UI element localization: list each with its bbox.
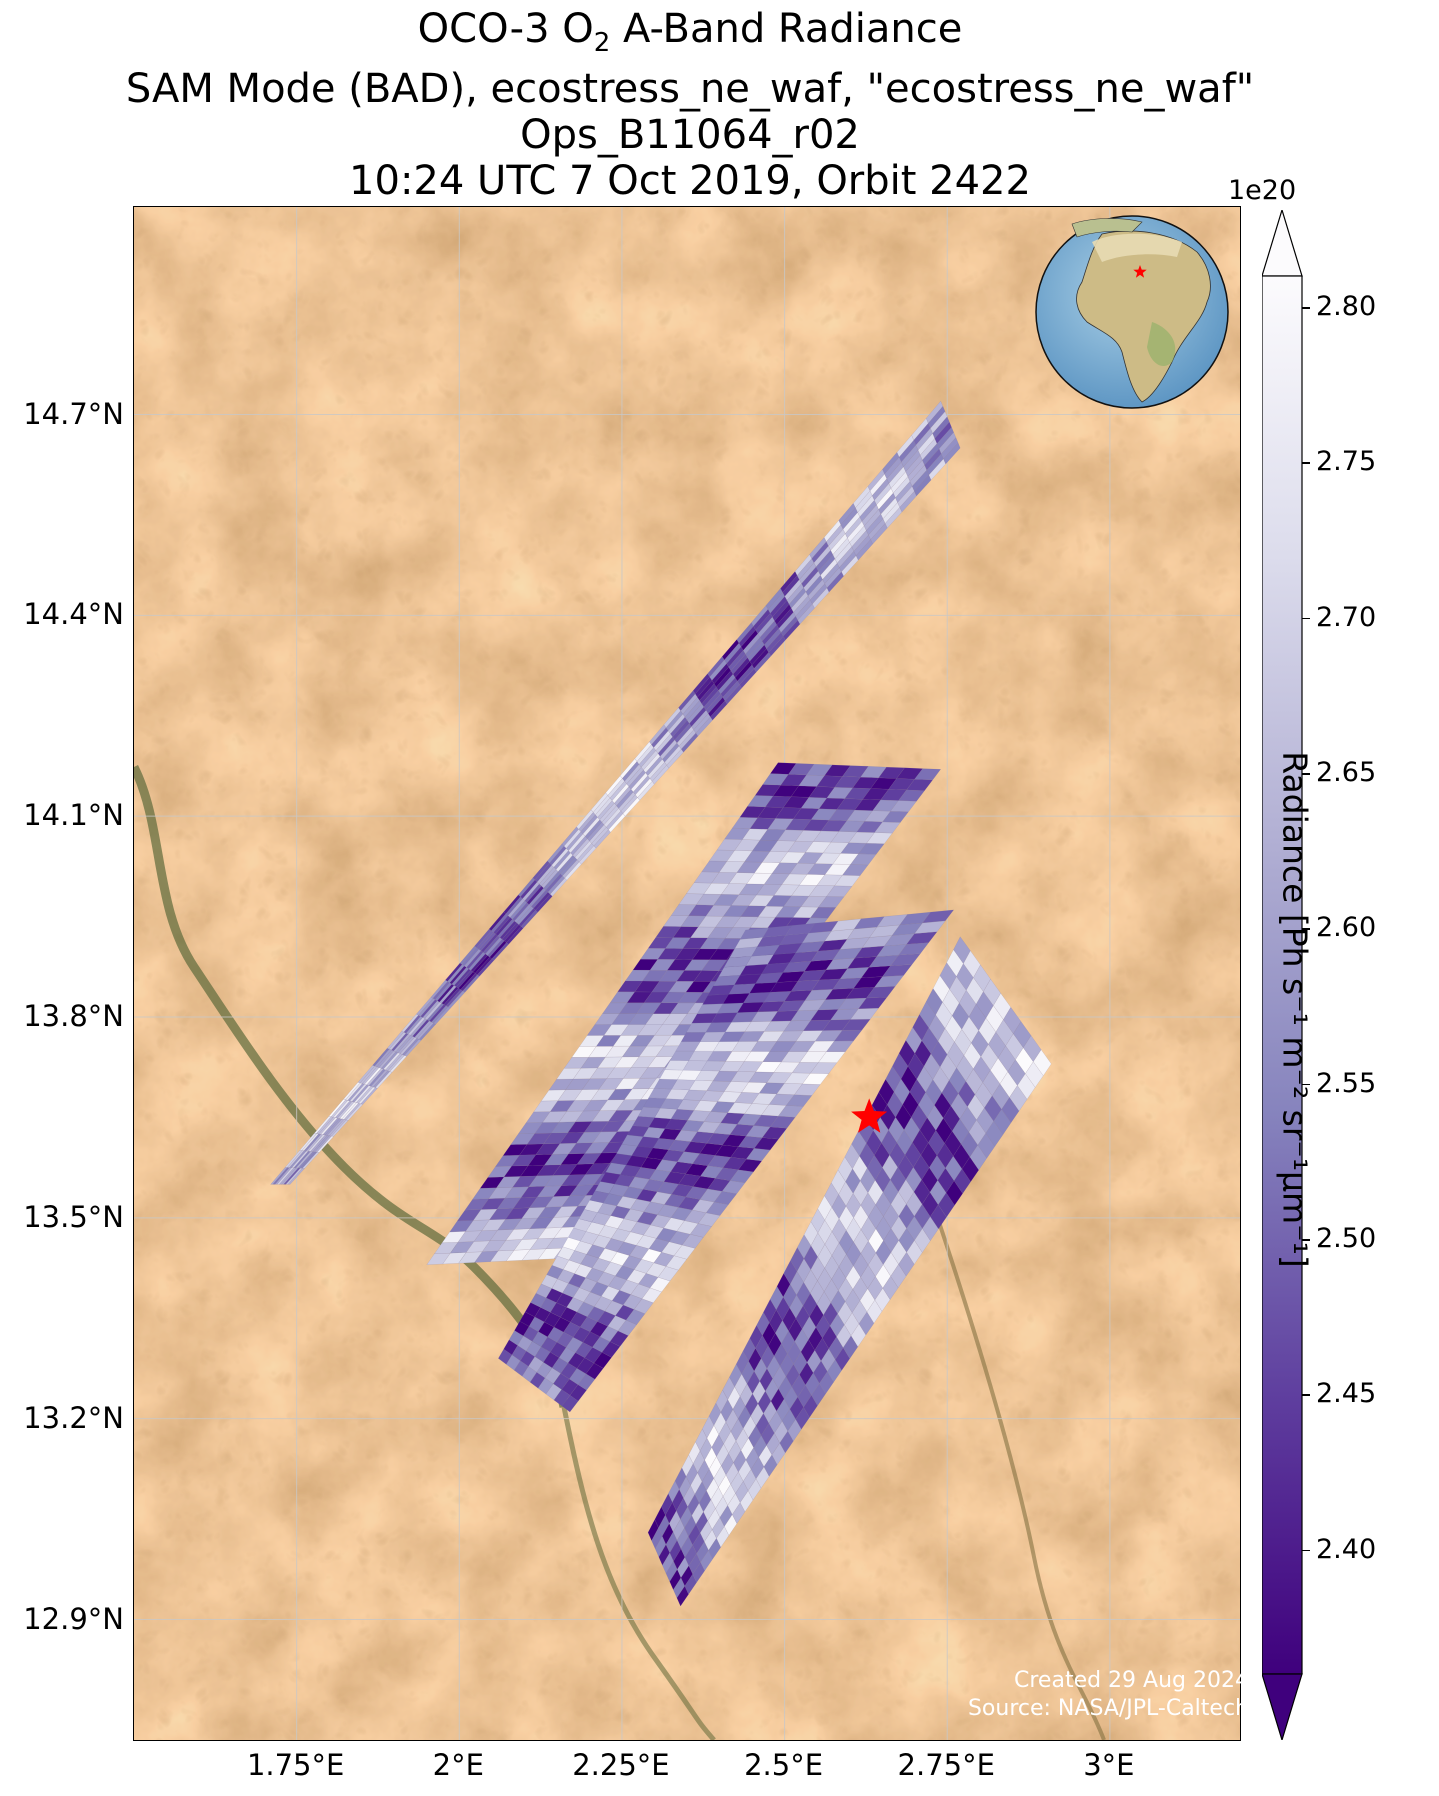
lat-tick-label: 14.1°N [23, 798, 124, 833]
red-star-icon [851, 1098, 888, 1133]
map-panel[interactable] [133, 206, 1241, 1741]
title-line-1: OCO-3 O2 A-Band Radiance [417, 6, 963, 58]
colorbar-tickmark [1302, 1083, 1310, 1086]
colorbar-tickmark [1302, 307, 1310, 309]
lat-tick-label: 13.8°N [23, 999, 124, 1033]
colorbar-tickmark [1302, 617, 1310, 620]
globe-land-forest [1147, 322, 1176, 367]
swath-cell [914, 768, 942, 781]
radiance-swaths [270, 400, 1052, 1607]
lon-tick-label: 1.75°E [246, 1748, 345, 1782]
lat-tick-label: 13.5°N [23, 1199, 124, 1234]
colorbar-tick-label: 2.40 [1316, 1533, 1377, 1565]
globe-inset [1035, 215, 1229, 409]
title-line-3: Ops_B11064_r02 [520, 112, 860, 158]
colorbar-tickmark [1302, 928, 1310, 930]
colorbar-tickmark [1302, 1549, 1310, 1552]
colorbar-tick-label: 2.50 [1316, 1223, 1377, 1255]
river [134, 764, 569, 1408]
colorbar-gradient [1262, 275, 1303, 1675]
figure-title: OCO-3 O2 A-Band Radiance SAM Mode (BAD),… [0, 6, 1380, 204]
lon-tick-label: 2.5°E [744, 1748, 824, 1782]
colorbar-extend-min [1262, 1673, 1303, 1740]
colorbar-tick-label: 2.70 [1316, 601, 1377, 633]
colorbar-tickmark [1302, 462, 1310, 464]
created-date: Created 29 Aug 2024 [1014, 1668, 1249, 1693]
swath-cell [943, 442, 961, 465]
map-canvas[interactable] [134, 207, 1240, 1740]
globe-marker [1133, 265, 1147, 278]
globe-land-africa [1076, 230, 1211, 403]
lon-tick-label: 2.75°E [897, 1748, 995, 1782]
colorbar-exponent: 1e20 [1228, 175, 1297, 206]
globe-land-sahara [1092, 233, 1182, 262]
colorbar-label: Radiance [Ph s⁻¹ m⁻² sr⁻¹μm⁻¹] [1275, 751, 1315, 1268]
swath-cell [922, 909, 955, 924]
target-marker [851, 1098, 888, 1133]
lat-tick-label: 12.9°N [23, 1601, 124, 1636]
colorbar-tickmark [1302, 1239, 1310, 1241]
title-line-2: SAM Mode (BAD), ecostress_ne_waf, "ecost… [125, 66, 1255, 112]
dry-riverbed [932, 1206, 1106, 1740]
colorbar-extend-max [1262, 210, 1303, 277]
lat-tick-label: 13.2°N [23, 1400, 124, 1435]
title-line-4: 10:24 UTC 7 Oct 2019, Orbit 2422 [349, 158, 1031, 204]
red-star-icon [1133, 265, 1147, 278]
colorbar-tick-label: 2.75 [1316, 446, 1377, 478]
colorbar-tickmark [1302, 773, 1310, 775]
source-credit: Source: NASA/JPL-Caltech [967, 1696, 1249, 1721]
colorbar-tick-label: 2.55 [1316, 1067, 1377, 1099]
colorbar-tick-label: 2.45 [1316, 1378, 1377, 1410]
lat-tick-label: 14.7°N [23, 396, 124, 431]
river-tributary [561, 1406, 716, 1740]
colorbar-tickmark [1302, 1394, 1310, 1396]
swath-cell [1032, 1049, 1052, 1077]
lon-tick-label: 2.25°E [572, 1748, 670, 1782]
colorbar [1262, 210, 1303, 1740]
colorbar-tick-label: 2.60 [1316, 912, 1377, 944]
lon-tick-label: 3°E [1083, 1748, 1135, 1782]
colorbar-tick-label: 2.80 [1316, 291, 1377, 323]
globe-land-europe [1071, 218, 1143, 238]
colorbar-tick-label: 2.65 [1316, 757, 1377, 789]
lat-tick-label: 14.4°N [23, 597, 124, 632]
lon-tick-label: 2°E [432, 1748, 484, 1782]
